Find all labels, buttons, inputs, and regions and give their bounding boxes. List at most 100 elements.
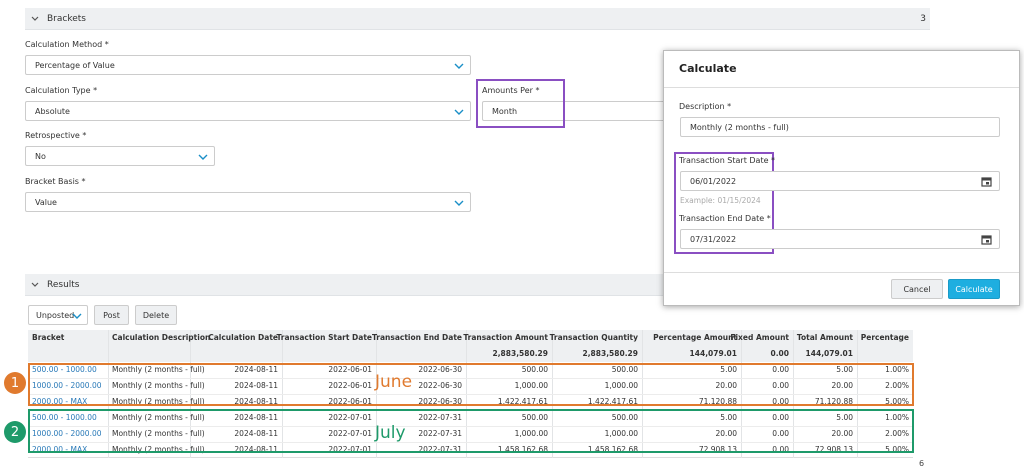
- table-cell: 2024-08-11: [234, 397, 278, 406]
- input-value: 07/31/2022: [690, 234, 737, 244]
- bracket-link[interactable]: 2000.00 - MAX: [32, 445, 88, 454]
- column-header: Percentage Amount: [653, 333, 737, 342]
- table-cell: 2024-08-11: [234, 429, 278, 438]
- row-divider: [28, 442, 913, 443]
- select[interactable]: Percentage of Value: [25, 55, 471, 75]
- table-cell: 1,422,417.61: [497, 397, 548, 406]
- annotation-label: July: [375, 423, 406, 443]
- table-cell: 5.00: [836, 413, 853, 422]
- post-button[interactable]: Post: [94, 305, 129, 325]
- input-value: Month: [492, 106, 518, 116]
- bracket-link[interactable]: 500.00 - 1000.00: [32, 365, 97, 374]
- field-label: Transaction End Date *: [679, 214, 771, 223]
- column-header: Transaction Amount: [463, 333, 548, 342]
- table-cell: 0.00: [772, 445, 789, 454]
- table-cell: 0.00: [772, 381, 789, 390]
- table-cell: 20.00: [715, 381, 737, 390]
- column-header: Calculation Description: [112, 333, 211, 342]
- bracket-link[interactable]: 1000.00 - 2000.00: [32, 381, 102, 390]
- date-input[interactable]: 06/01/2022: [680, 171, 1000, 191]
- cancel-button[interactable]: Cancel: [891, 279, 943, 299]
- marker: 2: [4, 421, 26, 443]
- chevron: [31, 282, 39, 287]
- highlight-box: [674, 152, 774, 254]
- marker: 1: [4, 372, 26, 394]
- table-cell: 0.00: [772, 365, 789, 374]
- filter-select[interactable]: Unposted: [28, 305, 88, 325]
- table-cell: Monthly (2 months - full): [112, 445, 205, 454]
- input-value: Monthly (2 months - full): [690, 122, 789, 132]
- filter-value: Unposted: [36, 310, 75, 320]
- field-label: Retrospective *: [25, 131, 87, 140]
- input[interactable]: Monthly (2 months - full): [680, 117, 1000, 137]
- column-header: Total Amount: [796, 333, 853, 342]
- table-cell: 1,000.00: [514, 429, 548, 438]
- column-header: Transaction End Date: [371, 333, 462, 342]
- table-cell: Monthly (2 months - full): [112, 381, 205, 390]
- table-cell: 5.00: [720, 413, 737, 422]
- table-cell: 1,000.00: [604, 381, 638, 390]
- table-cell: 2022-06-01: [328, 365, 372, 374]
- table-cell: 1,458,162.68: [587, 445, 638, 454]
- column-header: Calculation Date: [208, 333, 278, 342]
- table-cell: 2022-07-01: [328, 445, 372, 454]
- table-cell: 1,000.00: [514, 381, 548, 390]
- dialog-title: Calculate: [679, 62, 737, 75]
- select[interactable]: Value: [25, 192, 471, 212]
- field-label: Transaction Start Date *: [679, 156, 776, 165]
- brackets-header[interactable]: Brackets 3: [25, 8, 930, 30]
- table-cell: 2022-07-01: [328, 413, 372, 422]
- delete-button[interactable]: Delete: [135, 305, 177, 325]
- table-cell: 5.00%: [885, 397, 909, 406]
- button-label: Delete: [142, 310, 170, 320]
- table-cell: 2024-08-11: [234, 413, 278, 422]
- table-cell: Monthly (2 months - full): [112, 397, 205, 406]
- field-label: Bracket Basis *: [25, 177, 86, 186]
- table-cell: 2022-06-01: [328, 397, 372, 406]
- table-cell: 500.00: [521, 365, 548, 374]
- bracket-link[interactable]: 1000.00 - 2000.00: [32, 429, 102, 438]
- table-cell: 5.00: [836, 365, 853, 374]
- calculate-button[interactable]: Calculate: [948, 279, 1000, 299]
- select-value: Percentage of Value: [35, 60, 115, 70]
- total-cell: 144,079.01: [689, 349, 737, 358]
- table-cell: 72,908.13: [698, 445, 737, 454]
- field-hint: Example: 01/15/2024: [680, 196, 761, 205]
- highlight-box: [476, 79, 565, 128]
- date-input[interactable]: 07/31/2022: [680, 229, 1000, 249]
- table-cell: 0.00: [772, 413, 789, 422]
- table-cell: 500.00: [611, 413, 638, 422]
- table-cell: Monthly (2 months - full): [112, 365, 205, 374]
- table-cell: 20.00: [831, 381, 853, 390]
- header-row: [28, 330, 913, 362]
- table-cell: Monthly (2 months - full): [112, 429, 205, 438]
- table-cell: 0.00: [772, 429, 789, 438]
- button-label: Cancel: [903, 284, 931, 294]
- input-value: 06/01/2022: [690, 176, 737, 186]
- table-cell: 2024-08-11: [234, 445, 278, 454]
- july-highlight: [28, 409, 914, 453]
- table-cell: 20.00: [715, 429, 737, 438]
- table-cell: 500.00: [611, 365, 638, 374]
- section-title: Brackets: [47, 13, 86, 24]
- table-cell: 1.00%: [885, 365, 909, 374]
- calendar-icon[interactable]: [981, 176, 992, 187]
- chevron: [31, 16, 39, 21]
- input[interactable]: Month: [482, 101, 672, 121]
- select[interactable]: No: [25, 146, 215, 166]
- total-cell: 0.00: [770, 349, 789, 358]
- bracket-link[interactable]: 2000.00 - MAX: [32, 397, 88, 406]
- select-value: Absolute: [35, 106, 70, 116]
- field-label: Calculation Type *: [25, 86, 98, 95]
- table-cell: 1,422,417.61: [587, 397, 638, 406]
- table-cell: 2022-07-31: [418, 429, 462, 438]
- calendar-icon[interactable]: [981, 234, 992, 245]
- section-count: 3: [920, 13, 926, 24]
- bracket-link[interactable]: 500.00 - 1000.00: [32, 413, 97, 422]
- select[interactable]: Absolute: [25, 101, 471, 121]
- total-cell: 2,883,580.29: [582, 349, 638, 358]
- calculate-dialog: Calculate Description * Monthly (2 month…: [663, 50, 1020, 306]
- select-value: Value: [35, 197, 57, 207]
- row-divider: [28, 426, 913, 427]
- table-cell: 2022-07-31: [418, 413, 462, 422]
